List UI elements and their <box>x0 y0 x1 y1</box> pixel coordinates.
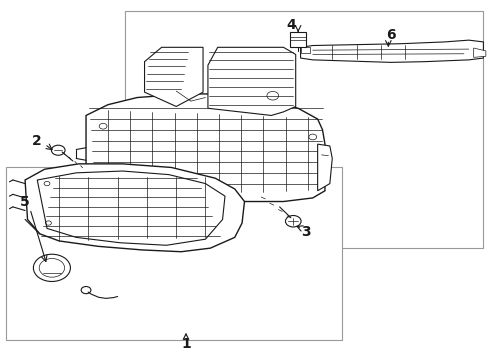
Bar <box>5 167 341 339</box>
Bar <box>125 12 483 248</box>
Text: 4: 4 <box>285 18 295 32</box>
Polygon shape <box>300 47 310 53</box>
Text: 1: 1 <box>181 337 190 351</box>
Polygon shape <box>144 47 203 107</box>
Polygon shape <box>473 48 485 57</box>
Text: 6: 6 <box>385 28 395 42</box>
Polygon shape <box>290 32 305 46</box>
Polygon shape <box>25 164 244 252</box>
Polygon shape <box>86 94 325 202</box>
Polygon shape <box>207 47 295 116</box>
Polygon shape <box>37 171 224 245</box>
Text: 5: 5 <box>20 194 30 208</box>
Text: 2: 2 <box>32 134 41 148</box>
Text: 3: 3 <box>300 225 309 239</box>
Polygon shape <box>300 40 483 62</box>
Polygon shape <box>317 144 331 191</box>
